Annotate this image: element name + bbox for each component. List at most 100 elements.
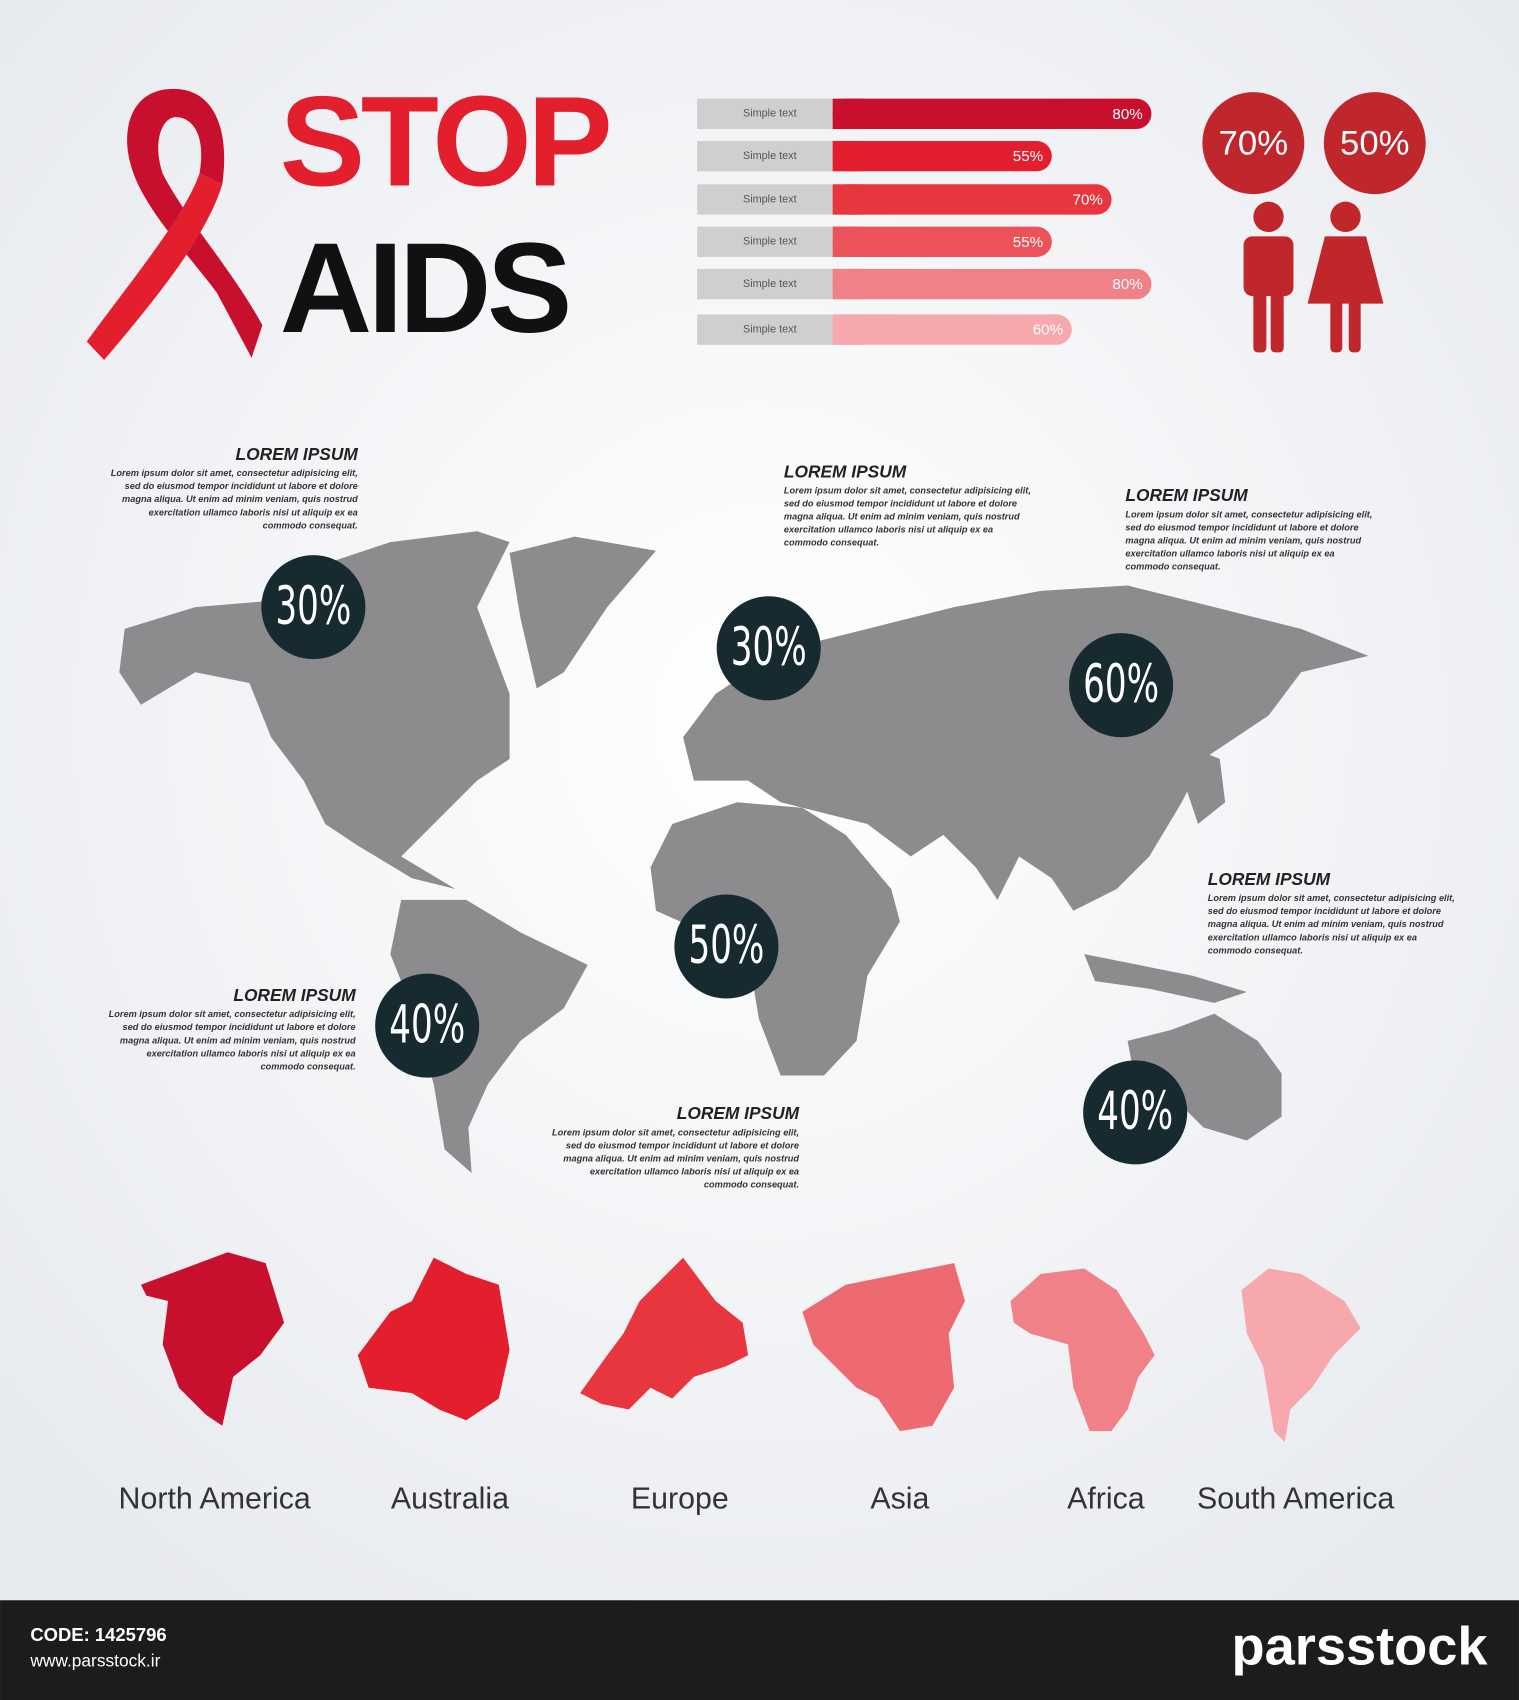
callout-label: 40% bbox=[389, 995, 465, 1055]
bar-label: Simple text bbox=[743, 108, 797, 120]
title-stop: STOP bbox=[280, 71, 609, 214]
continent-shape bbox=[1010, 1268, 1155, 1432]
bar-value-label: 70% bbox=[1073, 192, 1103, 209]
note-line: commodo consequat. bbox=[263, 520, 358, 530]
bar-value-label: 55% bbox=[1013, 148, 1043, 165]
footer-bar bbox=[0, 1600, 1519, 1700]
continent-shape bbox=[357, 1257, 510, 1421]
note-title: LOREM IPSUM bbox=[784, 461, 907, 481]
bar-label: Simple text bbox=[743, 193, 797, 205]
bar-value-label: 80% bbox=[1112, 106, 1142, 123]
continent-shape bbox=[140, 1252, 285, 1426]
bar bbox=[832, 140, 1052, 172]
note-line: magna aliqua. Ut enim ad minim veniam, q… bbox=[122, 494, 358, 504]
note-line: commodo consequat. bbox=[261, 1061, 356, 1071]
footer-url: www.parsstock.ir bbox=[29, 1651, 160, 1671]
note-line: sed do eiusmod tempor incididunt ut labo… bbox=[784, 499, 1017, 509]
callout-circle bbox=[716, 596, 821, 701]
bar-value-label: 80% bbox=[1112, 276, 1142, 293]
bar bbox=[832, 98, 1152, 130]
bar-track bbox=[697, 226, 849, 257]
callout-label: 60% bbox=[1083, 655, 1159, 715]
note-line: commodo consequat. bbox=[784, 538, 879, 548]
note-line: magna aliqua. Ut enim ad minim veniam, q… bbox=[1208, 919, 1444, 929]
continent-name: Asia bbox=[870, 1483, 929, 1516]
callout-circle bbox=[1069, 633, 1174, 738]
continent-name: Africa bbox=[1067, 1483, 1145, 1516]
bar-track bbox=[697, 140, 849, 172]
continent-name: Australia bbox=[391, 1483, 509, 1516]
note-line: Lorem ipsum dolor sit amet, consectetur … bbox=[109, 1009, 356, 1019]
continent-shape bbox=[1241, 1268, 1361, 1442]
note-line: exercitation ullamco laboris nisi ut ali… bbox=[1208, 932, 1417, 942]
callout-circle bbox=[674, 894, 779, 999]
note-line: exercitation ullamco laboris nisi ut ali… bbox=[146, 1048, 355, 1058]
note-line: Lorem ipsum dolor sit amet, consectetur … bbox=[1208, 893, 1455, 903]
continent-name: South America bbox=[1197, 1483, 1394, 1516]
continent-name: Europe bbox=[631, 1483, 729, 1516]
note-line: exercitation ullamco laboris nisi ut ali… bbox=[1125, 548, 1334, 558]
note-title: LOREM IPSUM bbox=[236, 444, 359, 464]
note-line: sed do eiusmod tempor incididunt ut labo… bbox=[1208, 906, 1441, 916]
gender-circle bbox=[1323, 92, 1426, 195]
note-line: sed do eiusmod tempor incididunt ut labo… bbox=[125, 481, 358, 491]
callout-circle bbox=[375, 973, 480, 1078]
man-icon bbox=[1243, 201, 1294, 353]
callout-label: 40% bbox=[1097, 1082, 1173, 1142]
note-title: LOREM IPSUM bbox=[1125, 485, 1248, 505]
bar-track bbox=[697, 314, 849, 345]
bar-track bbox=[697, 268, 849, 300]
note-line: exercitation ullamco laboris nisi ut ali… bbox=[784, 525, 993, 535]
footer-brand: parsstock bbox=[1232, 1616, 1489, 1676]
note-line: magna aliqua. Ut enim ad minim veniam, q… bbox=[784, 512, 1020, 522]
woman-icon bbox=[1307, 201, 1384, 353]
note-line: sed do eiusmod tempor incididunt ut labo… bbox=[1125, 522, 1358, 532]
bar bbox=[832, 268, 1152, 300]
bar-value-label: 55% bbox=[1013, 234, 1043, 251]
note-line: commodo consequat. bbox=[1125, 561, 1220, 571]
bar-label: Simple text bbox=[743, 278, 797, 290]
title-aids: AIDS bbox=[280, 217, 568, 360]
bar-left-edge bbox=[832, 98, 864, 130]
continent-shape bbox=[580, 1257, 749, 1410]
note-line: Lorem ipsum dolor sit amet, consectetur … bbox=[552, 1127, 799, 1137]
bar-left-edge bbox=[832, 268, 864, 300]
note-line: exercitation ullamco laboris nisi ut ali… bbox=[590, 1166, 799, 1176]
bar-left-edge bbox=[832, 226, 864, 257]
bar-left-edge bbox=[832, 314, 864, 345]
note-line: Lorem ipsum dolor sit amet, consectetur … bbox=[111, 468, 358, 478]
gender-circle bbox=[1202, 92, 1305, 195]
bar bbox=[832, 226, 1052, 257]
callout-label: 50% bbox=[688, 916, 764, 976]
bar-left-edge bbox=[832, 184, 864, 215]
bar-left-edge bbox=[832, 140, 864, 172]
bar-track bbox=[697, 98, 849, 130]
note-line: sed do eiusmod tempor incididunt ut labo… bbox=[566, 1140, 799, 1150]
bar-label: Simple text bbox=[743, 323, 797, 335]
bar-label: Simple text bbox=[743, 236, 797, 248]
note-line: Lorem ipsum dolor sit amet, consectetur … bbox=[784, 486, 1031, 496]
note-line: magna aliqua. Ut enim ad minim veniam, q… bbox=[1125, 535, 1361, 545]
note-line: exercitation ullamco laboris nisi ut ali… bbox=[149, 507, 358, 517]
callout-circle bbox=[261, 555, 366, 660]
note-line: commodo consequat. bbox=[704, 1179, 799, 1189]
gender-label: 50% bbox=[1340, 124, 1409, 162]
continent-shapes bbox=[140, 1252, 1361, 1442]
note-line: Lorem ipsum dolor sit amet, consectetur … bbox=[1125, 509, 1372, 519]
callout-label: 30% bbox=[731, 618, 807, 678]
bar bbox=[832, 184, 1112, 215]
bar-label: Simple text bbox=[743, 150, 797, 162]
note-line: commodo consequat. bbox=[1208, 945, 1303, 955]
ribbon bbox=[86, 88, 263, 360]
bar bbox=[832, 314, 1072, 345]
note-title: LOREM IPSUM bbox=[677, 1103, 800, 1123]
callout-circle bbox=[1083, 1060, 1188, 1165]
continent-shape bbox=[802, 1263, 965, 1432]
bar-value-label: 60% bbox=[1033, 322, 1063, 339]
footer-code: CODE: 1425796 bbox=[30, 1624, 166, 1645]
note-line: sed do eiusmod tempor incididunt ut labo… bbox=[122, 1022, 355, 1032]
bar-track bbox=[697, 184, 849, 215]
note-title: LOREM IPSUM bbox=[233, 985, 356, 1005]
